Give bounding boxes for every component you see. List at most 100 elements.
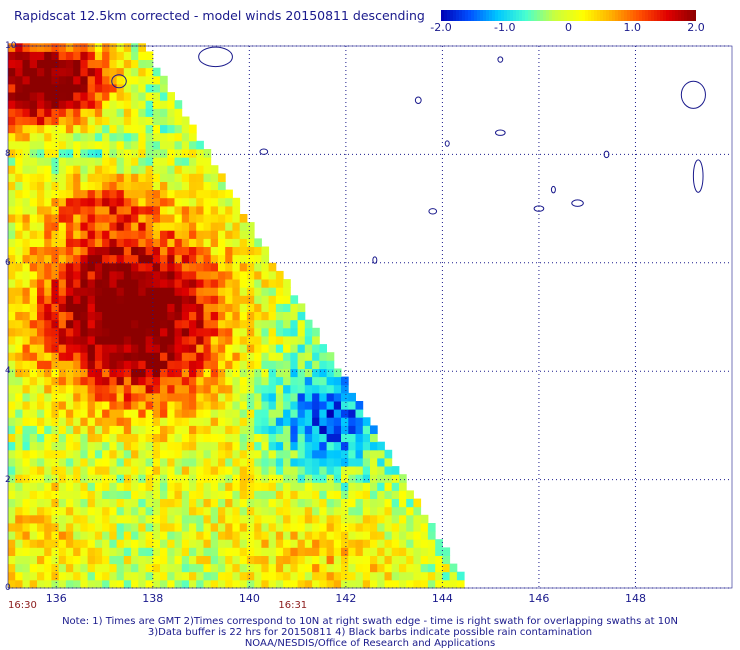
wind-cell bbox=[261, 563, 270, 573]
wind-cell bbox=[8, 230, 16, 239]
wind-cell bbox=[239, 376, 248, 386]
wind-cell bbox=[87, 140, 96, 150]
wind-cell bbox=[341, 539, 349, 548]
wind-cell bbox=[131, 43, 139, 52]
wind-cell bbox=[102, 417, 110, 426]
wind-cell bbox=[138, 417, 146, 426]
wind-cell bbox=[138, 222, 146, 231]
wind-cell bbox=[232, 262, 241, 272]
wind-cell bbox=[275, 466, 284, 475]
wind-cell bbox=[116, 287, 125, 296]
wind-cell bbox=[254, 441, 262, 451]
wind-cell bbox=[196, 279, 204, 288]
colorbar-segment bbox=[546, 10, 550, 21]
wind-cell bbox=[73, 75, 81, 85]
wind-cell bbox=[174, 100, 183, 109]
wind-cell bbox=[123, 124, 132, 134]
wind-cell bbox=[189, 214, 197, 223]
wind-cell bbox=[196, 149, 204, 158]
wind-cell bbox=[189, 279, 197, 288]
wind-cell bbox=[15, 441, 23, 451]
wind-cell bbox=[377, 449, 385, 459]
wind-cell bbox=[225, 352, 233, 361]
wind-cell bbox=[22, 344, 31, 353]
wind-cell bbox=[290, 311, 299, 321]
wind-cell bbox=[51, 514, 60, 524]
wind-cell bbox=[442, 555, 451, 565]
wind-cell bbox=[65, 539, 74, 548]
wind-cell bbox=[65, 83, 74, 93]
wind-cell bbox=[15, 571, 23, 581]
wind-cell bbox=[283, 498, 291, 508]
wind-cell bbox=[268, 563, 277, 573]
wind-cell bbox=[203, 352, 212, 361]
wind-cell bbox=[189, 344, 197, 353]
island-outline bbox=[111, 74, 127, 89]
wind-cell bbox=[138, 67, 146, 77]
wind-cell bbox=[73, 523, 81, 532]
colorbar-segment bbox=[456, 10, 460, 21]
wind-cell bbox=[131, 303, 139, 312]
wind-cell bbox=[319, 579, 327, 589]
wind-cell bbox=[362, 466, 371, 475]
wind-cell bbox=[304, 352, 313, 361]
wind-cell bbox=[304, 417, 313, 426]
wind-cell bbox=[131, 92, 139, 101]
wind-cell bbox=[29, 157, 38, 166]
wind-cell bbox=[44, 563, 52, 573]
wind-cell bbox=[268, 401, 277, 410]
wind-cell bbox=[87, 165, 96, 174]
wind-cell bbox=[181, 116, 190, 126]
wind-cell bbox=[116, 482, 125, 491]
wind-cell bbox=[297, 409, 306, 418]
wind-cell bbox=[22, 482, 31, 491]
wind-cell bbox=[275, 409, 284, 418]
wind-cell bbox=[51, 441, 60, 451]
wind-cell bbox=[152, 149, 161, 158]
wind-cell bbox=[94, 425, 103, 434]
wind-cell bbox=[189, 254, 197, 264]
wind-cell bbox=[297, 441, 306, 451]
wind-cell bbox=[138, 531, 146, 540]
wind-cell bbox=[58, 83, 67, 93]
wind-cell bbox=[290, 295, 299, 304]
wind-cell bbox=[22, 531, 31, 540]
wind-cell bbox=[145, 409, 154, 418]
wind-cell bbox=[131, 555, 139, 565]
wind-cell bbox=[254, 270, 262, 280]
wind-cell bbox=[51, 368, 60, 378]
wind-cell bbox=[44, 474, 52, 483]
wind-cell bbox=[362, 547, 371, 556]
wind-cell bbox=[189, 311, 197, 321]
wind-cell bbox=[341, 425, 349, 434]
wind-cell bbox=[37, 108, 45, 117]
wind-cell bbox=[225, 189, 233, 199]
wind-cell bbox=[196, 514, 204, 524]
wind-cell bbox=[73, 327, 81, 337]
wind-cell bbox=[131, 262, 139, 272]
wind-cell bbox=[44, 417, 52, 426]
wind-cell bbox=[167, 262, 175, 272]
wind-cell bbox=[283, 449, 291, 459]
wind-cell bbox=[73, 83, 81, 93]
wind-cell bbox=[51, 75, 60, 85]
wind-cell bbox=[275, 311, 284, 321]
wind-cell bbox=[160, 124, 168, 134]
wind-cell bbox=[290, 401, 299, 410]
wind-cell bbox=[304, 474, 313, 483]
wind-cell bbox=[218, 482, 226, 491]
wind-cell bbox=[131, 319, 139, 329]
wind-cell bbox=[167, 360, 175, 369]
wind-cell bbox=[167, 222, 175, 231]
wind-cell bbox=[348, 539, 356, 548]
wind-cell bbox=[102, 457, 110, 467]
wind-cell bbox=[174, 124, 183, 134]
wind-cell bbox=[268, 449, 277, 459]
wind-cell bbox=[73, 165, 81, 174]
wind-cell bbox=[65, 270, 74, 280]
wind-cell bbox=[210, 270, 219, 280]
wind-cell bbox=[218, 287, 226, 296]
colorbar-segment bbox=[495, 10, 499, 21]
wind-cell bbox=[29, 555, 38, 565]
wind-cell bbox=[254, 311, 262, 321]
